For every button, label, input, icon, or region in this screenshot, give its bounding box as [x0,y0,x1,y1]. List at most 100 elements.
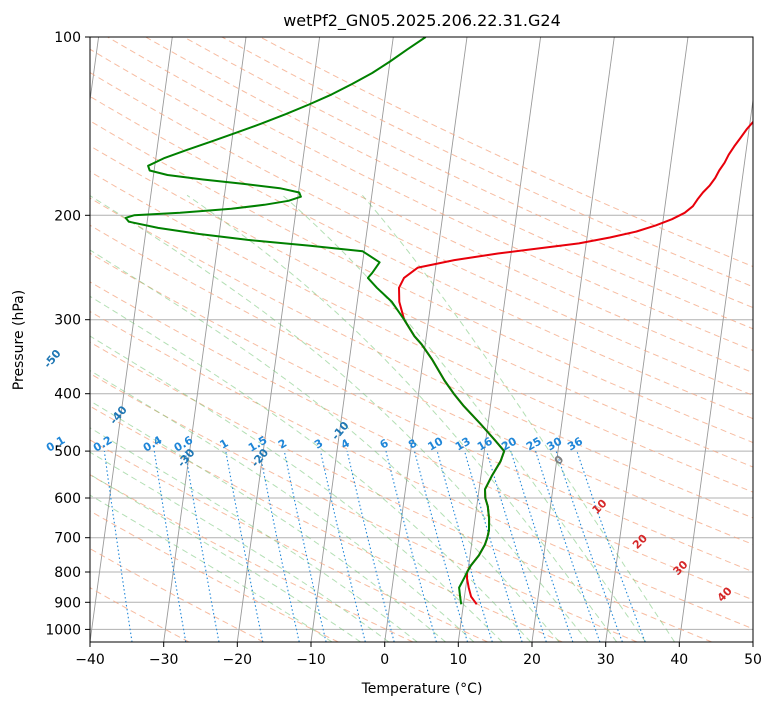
moist-adiabat-line [90,195,589,642]
dry-adiabat-line [90,474,414,642]
x-tick-label: −40 [75,652,105,668]
profiles [124,37,753,605]
x-tick-label: 50 [744,652,762,668]
moist-adiabat-line [90,494,333,642]
dry-adiabat-line [259,37,753,268]
isotherm-line [752,638,753,642]
mixing-ratio-line [385,450,437,642]
y-tick-label: 600 [54,491,81,507]
y-axis-label: Pressure (hPa) [11,290,27,390]
x-axis-label: Temperature (°C) [361,681,483,697]
isotherm-line [163,37,247,642]
mixing-ratio-label: 2 [276,437,289,452]
dry-adiabat-line [90,95,753,420]
isotherm-label: -50 [41,347,64,371]
isopleth-labels: -100-90-80-70-60-50-40-30-20-100.10.20.4… [41,347,735,605]
dry-adiabat-line [107,37,753,352]
isotherm-line [236,37,321,642]
moist-adiabat-line [90,369,475,642]
mixing-ratio-line [436,450,493,642]
mixing-ratio-label: 4 [339,436,352,451]
x-tick-label: −20 [223,652,253,668]
y-tick-label: 800 [54,565,81,581]
dewpoint-profile-line [124,37,506,605]
mixing-ratio-label: 3 [312,437,325,452]
plot-frame [89,36,754,643]
dry-adiabat-label: 20 [630,531,650,551]
moist-adiabat-line [362,194,676,642]
dry-adiabat-line [90,405,563,642]
dry-adiabat-line [90,145,753,468]
dry-adiabat-label: 30 [671,558,691,578]
dry-adiabat-line [183,37,753,309]
x-tick-label: 20 [523,652,541,668]
dry-adiabat-line [90,224,753,545]
isotherm-line [678,96,753,642]
y-axis: 100 200 300 400 500 600 700 800 900 1000 [45,30,90,638]
y-tick-label: 100 [54,30,81,46]
x-tick-label: −10 [296,652,326,668]
mixing-ratio-line [576,450,646,642]
x-tick-label: 40 [670,652,688,668]
isotherm-line [531,37,615,642]
mixing-ratio-line [464,450,523,642]
mixing-ratio-line [283,450,327,642]
dry-adiabat-label: 0 [552,453,567,468]
dry-adiabat-line [90,341,712,642]
y-tick-label: 700 [54,531,81,547]
y-tick-label: 1000 [45,622,81,638]
moist-adiabat-line [90,249,560,642]
dry-adiabat-line [90,373,638,642]
dry-adiabat-line [90,548,264,642]
x-tick-label: 30 [597,652,615,668]
dry-adiabat-line [90,171,753,493]
background-grid [90,37,753,642]
dry-adiabat-line [90,439,488,642]
dry-adiabat-line [90,71,753,396]
dry-adiabat-label: 40 [715,584,735,604]
isotherm-line [90,37,100,104]
mixing-ratio-line [225,451,264,642]
mixing-ratio-line [413,450,469,642]
mixing-ratio-line [510,450,574,642]
dry-adiabat-line [221,37,753,288]
dry-adiabat-line [90,310,753,630]
mixing-ratio-line [486,450,547,642]
dry-adiabat-line [145,37,753,330]
y-tick-label: 500 [54,444,81,460]
mixing-ratio-line [319,450,366,642]
dry-adiabat-line [90,281,753,601]
isotherm-line [384,37,468,642]
x-tick-label: 0 [380,652,389,668]
dry-adiabat-label: 10 [590,496,610,516]
mixing-ratio-line [153,451,187,642]
moist-adiabat-line [90,451,390,642]
dry-adiabat-line [90,197,753,519]
mixing-ratio-label: 6 [378,436,391,451]
x-tick-label: −30 [149,652,179,668]
mixing-ratio-line [535,450,601,642]
dry-adiabat-line [90,510,339,642]
y-tick-label: 300 [54,313,81,329]
dry-adiabat-line [90,48,753,374]
x-axis: −40 −30 −20 −10 0 10 20 30 40 50 [75,642,762,668]
dry-adiabat-line [90,120,753,444]
mixing-ratio-line [184,451,220,642]
y-tick-label: 900 [54,595,81,611]
chart-title: wetPf2_GN05.2025.206.22.31.G24 [283,11,561,31]
isotherm-label: -40 [107,403,130,427]
mixing-ratio-line [258,450,300,642]
dry-adiabat-line [90,252,753,573]
isotherm-line [90,37,173,642]
mixing-ratio-label: 1 [217,437,230,452]
moist-adiabat-line [90,295,532,642]
mixing-ratio-line [555,450,623,642]
moist-adiabat-line [186,194,618,642]
y-tick-label: 200 [54,208,81,224]
mixing-ratio-line [346,450,395,642]
y-tick-label: 400 [54,387,81,403]
mixing-ratio-line [103,451,133,642]
isotherm-line [605,37,689,642]
x-tick-label: 10 [449,652,467,668]
